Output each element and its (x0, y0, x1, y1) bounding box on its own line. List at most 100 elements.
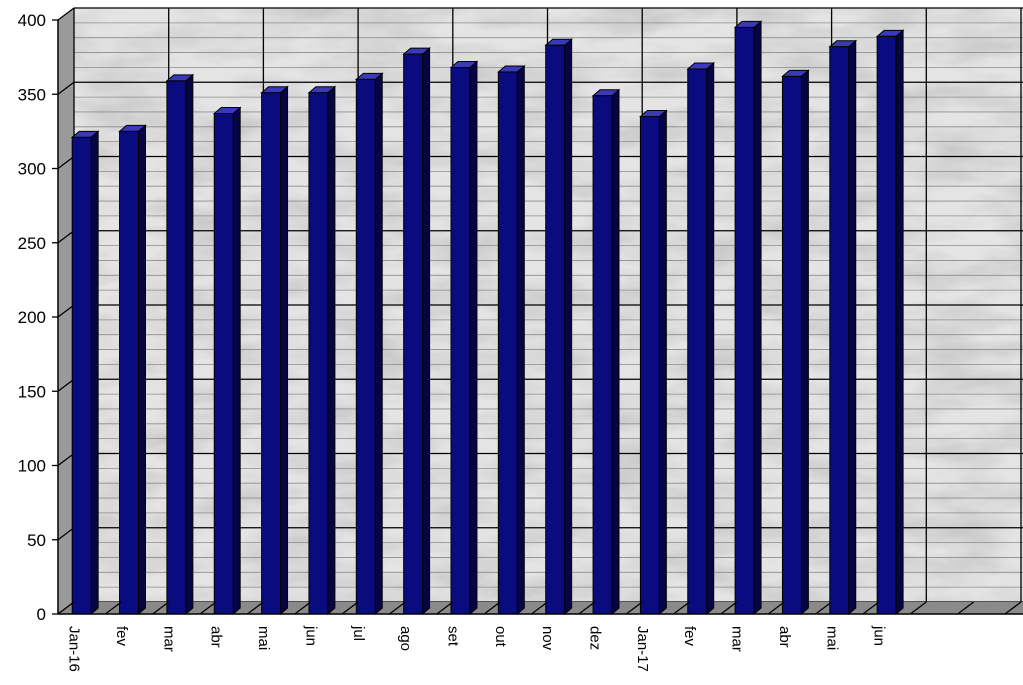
bar-side (469, 60, 478, 616)
bar-front (639, 116, 660, 615)
bar (828, 39, 858, 616)
x-tick-label: jul (350, 625, 367, 641)
bar (781, 69, 810, 616)
major-gridline-side (57, 304, 75, 318)
x-tick-mark (247, 601, 264, 615)
y-tick-label: 350 (18, 85, 46, 104)
bar-side (800, 69, 809, 616)
y-tick-label: 50 (27, 531, 46, 550)
x-tick-mark (1004, 601, 1022, 615)
x-tick-mark (57, 601, 75, 615)
x-tick-mark (199, 601, 217, 615)
bar-side (374, 72, 383, 616)
bar (70, 130, 100, 616)
bar-side (185, 73, 194, 616)
major-gridline-side (57, 230, 75, 244)
bar-side (516, 64, 525, 616)
x-tick-label: fev (681, 626, 698, 647)
bar-front (876, 35, 897, 615)
x-tick-mark (341, 601, 359, 615)
x-tick-label: mai (255, 626, 272, 650)
bar-front (592, 95, 613, 615)
x-tick-mark (104, 601, 122, 615)
x-tick-label: out (492, 626, 509, 648)
bar-side (422, 47, 431, 616)
x-tick-mark (483, 601, 501, 615)
bar-side (232, 106, 241, 616)
x-tick-label: mar (729, 626, 746, 652)
bar-front (261, 92, 282, 615)
major-gridline-side (57, 155, 75, 170)
y-tick-label: 200 (18, 308, 46, 327)
x-tick-label: ago (397, 626, 414, 651)
x-tick-mark (862, 601, 880, 615)
x-tick-label: mai (823, 626, 840, 650)
bar (497, 64, 526, 616)
x-tick-mark (909, 601, 927, 615)
x-tick-mark (152, 601, 170, 615)
major-gridline-side (57, 7, 75, 21)
bar-front (71, 136, 92, 615)
bar (260, 85, 289, 616)
x-tick-mark (815, 601, 832, 615)
bar (212, 106, 242, 616)
bar (307, 85, 337, 616)
x-tick-label: jun (871, 625, 888, 646)
bar-front (545, 44, 566, 615)
bar (875, 29, 905, 616)
y-tick-label: 150 (18, 382, 46, 401)
bar-side (564, 38, 573, 616)
x-tick-mark (578, 601, 596, 615)
major-gridline-side (57, 81, 75, 95)
x-tick-mark (436, 601, 454, 615)
bar-side (848, 39, 857, 616)
bar-side (658, 109, 667, 616)
bar-front (213, 113, 234, 615)
x-tick-label: nov (539, 626, 556, 651)
major-gridline-side (57, 378, 75, 392)
bar (686, 61, 716, 616)
bar-front (355, 78, 376, 615)
major-gridline-side (57, 452, 75, 467)
bar-front (308, 92, 329, 615)
bar-side (280, 85, 289, 616)
bar-side (753, 20, 762, 616)
bar (402, 47, 431, 616)
bar (165, 73, 195, 616)
bar (591, 88, 621, 616)
x-tick-label: Jan-17 (634, 626, 651, 672)
y-tick-label: 100 (18, 457, 46, 476)
x-tick-mark (389, 601, 406, 615)
x-tick-label: jun (302, 625, 319, 646)
bar (449, 60, 479, 616)
bar-side (90, 130, 99, 616)
x-tick-label: Jan-16 (66, 626, 83, 672)
bar-front (734, 26, 755, 615)
x-tick-mark (957, 601, 975, 615)
bars (70, 20, 905, 616)
x-tick-mark (531, 601, 548, 615)
bar-front (829, 46, 850, 615)
bar (733, 20, 763, 616)
x-tick-label: abr (208, 626, 225, 648)
y-tick-label: 0 (37, 605, 46, 624)
axes (52, 19, 1023, 615)
x-tick-label: mar (160, 626, 177, 652)
bar (354, 72, 384, 616)
bar-side (327, 85, 336, 616)
x-tick-mark (720, 601, 738, 615)
x-tick-label: set (444, 626, 461, 647)
bar-side (706, 61, 715, 616)
bar-side (611, 88, 620, 616)
bar-side (895, 29, 904, 616)
bar-front (497, 71, 518, 615)
x-tick-label: dez (587, 626, 604, 650)
bar (639, 109, 668, 616)
x-tick-label: abr (776, 626, 793, 648)
bar-front (687, 68, 708, 615)
bar-front (450, 67, 471, 615)
x-tick-mark (673, 601, 690, 615)
bar-front (119, 130, 139, 615)
